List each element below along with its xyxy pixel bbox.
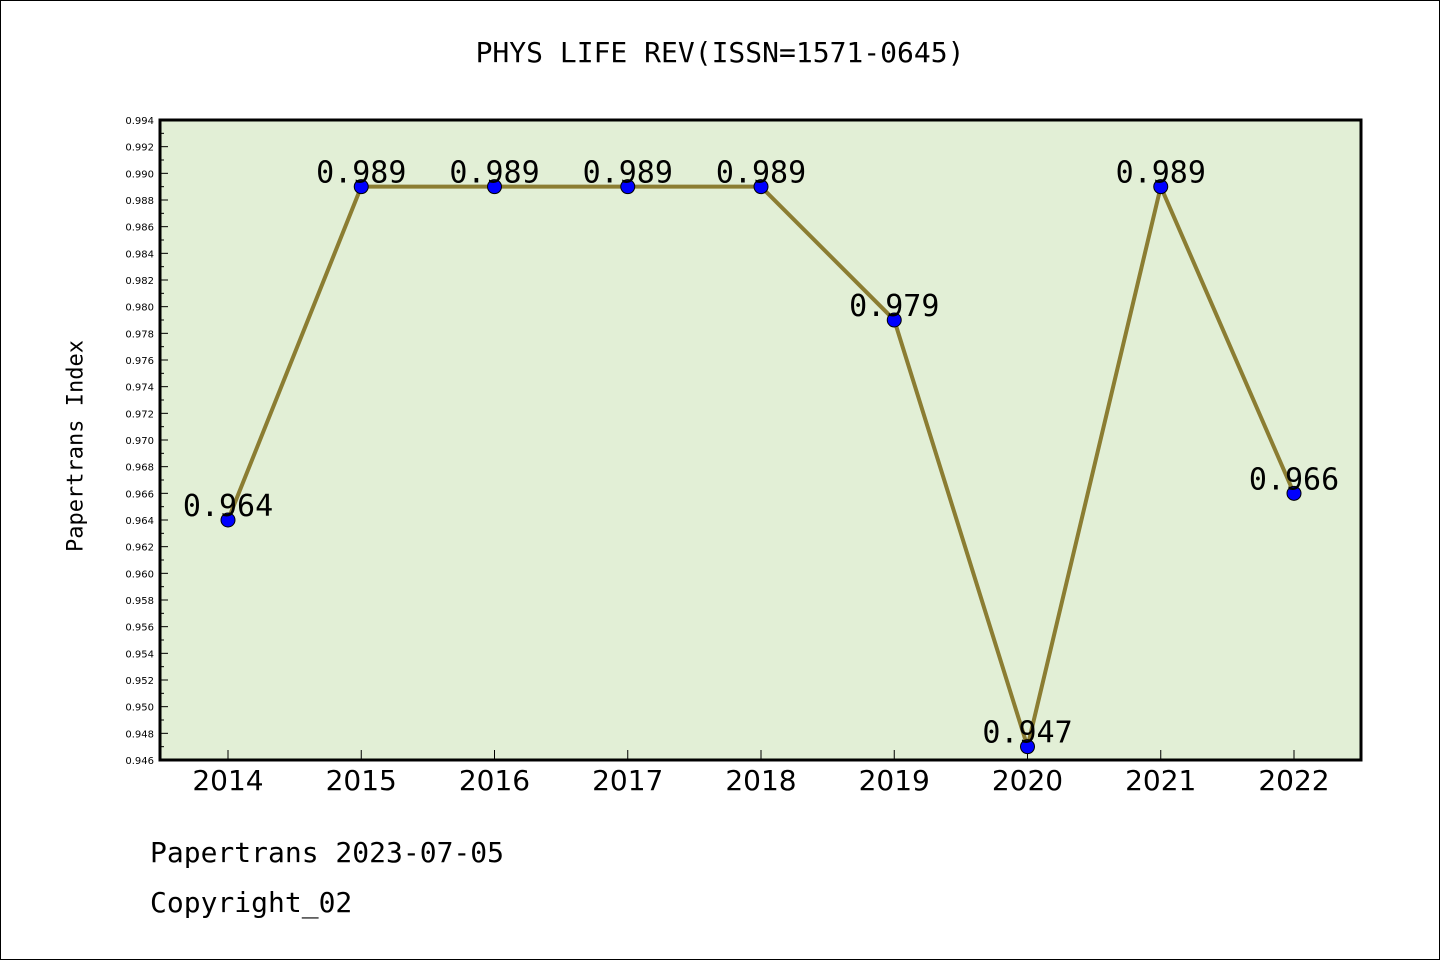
x-tick-label: 2018 — [725, 764, 796, 797]
data-labels: 0.964 0.989 0.989 0.989 0.989 0.979 0.947 0.989… — [183, 156, 1339, 751]
data-point-label: 0.964 — [183, 489, 273, 524]
data-point-label: 0.989 — [449, 156, 539, 191]
data-point-marker — [1153, 179, 1169, 195]
y-tick-label: 0.964 — [125, 516, 154, 527]
y-tick-label: 0.984 — [125, 249, 154, 260]
y-tick-label: 0.986 — [125, 223, 154, 234]
y-tick-label: 0.972 — [125, 409, 154, 420]
data-point-label: 0.979 — [849, 289, 939, 324]
y-tick-label: 0.950 — [125, 703, 154, 714]
y-tick-label: 0.974 — [125, 383, 154, 394]
data-point-label: 0.989 — [316, 156, 406, 191]
plot-border — [158, 118, 1363, 762]
y-tick-label: 0.992 — [125, 143, 154, 154]
data-point-marker — [1286, 485, 1302, 501]
x-tick-label: 2019 — [859, 764, 930, 797]
data-point-marker — [353, 179, 369, 195]
data-point-marker — [620, 179, 636, 195]
y-tick-label: 0.958 — [125, 596, 154, 607]
data-point-marker — [487, 179, 502, 195]
series-markers — [220, 179, 1302, 755]
x-tick-label: 2014 — [192, 764, 263, 797]
y-tick-label: 0.960 — [125, 569, 154, 580]
y-tick-label: 0.954 — [125, 649, 154, 660]
data-point-marker — [1020, 739, 1035, 755]
y-tick-label: 0.994 — [125, 116, 154, 127]
y-tick-label: 0.968 — [125, 463, 154, 474]
y-tick-label: 0.976 — [125, 356, 154, 367]
data-point-marker — [220, 512, 236, 528]
chart-title: PHYS LIFE REV(ISSN=1571-0645) — [475, 36, 965, 69]
x-tick-label: 2016 — [459, 764, 530, 797]
data-point-label: 0.989 — [716, 156, 806, 191]
y-tick-label: 0.980 — [125, 303, 154, 314]
x-tick-label: 2021 — [1125, 764, 1196, 797]
y-tick-label: 0.948 — [125, 729, 154, 740]
data-point-marker — [753, 179, 769, 195]
y-tick-label: 0.988 — [125, 196, 154, 207]
y-tick-label: 0.966 — [125, 489, 154, 500]
data-point-label: 0.947 — [982, 716, 1072, 751]
data-point-marker — [886, 312, 902, 328]
x-tick-label: 2015 — [326, 764, 397, 797]
data-point-label: 0.989 — [1116, 156, 1206, 191]
y-tick-label: 0.990 — [125, 169, 154, 180]
y-tick-label: 0.946 — [125, 756, 154, 767]
x-tick-label: 2020 — [992, 764, 1063, 797]
y-tick-label: 0.962 — [125, 543, 154, 554]
y-tick-label: 0.978 — [125, 329, 154, 340]
footer-copyright: Copyright_02 — [150, 886, 353, 919]
footer-date: Papertrans 2023-07-05 — [150, 836, 505, 869]
y-tick-label: 0.952 — [125, 676, 154, 687]
data-point-label: 0.989 — [583, 156, 673, 191]
x-tick-label: 2022 — [1258, 764, 1329, 797]
x-tick-label: 2017 — [592, 764, 663, 797]
y-tick-label: 0.956 — [125, 623, 154, 634]
y-axis-ticks: 0.946 0.948 0.950 0.952 0.954 0.956 0.958 0.960… — [125, 116, 168, 767]
y-tick-label: 0.970 — [125, 436, 154, 447]
plot-area — [160, 120, 1361, 760]
data-point-label: 0.966 — [1249, 462, 1339, 497]
y-tick-label: 0.982 — [125, 276, 154, 287]
x-axis-ticks: 2014 2015 2016 2017 2018 2019 2020 2021 2022 — [192, 750, 1330, 797]
